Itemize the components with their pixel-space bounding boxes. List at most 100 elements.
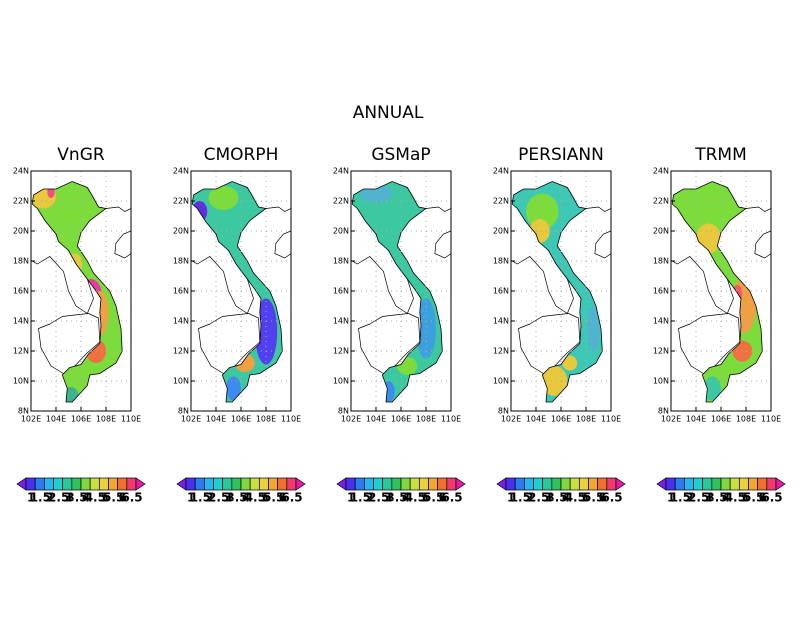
map-frame: [670, 170, 772, 412]
cambodia: [678, 313, 741, 374]
map-frame: [510, 170, 612, 412]
colorbar-box: [523, 477, 534, 491]
colorbar-label: 2: [365, 491, 373, 505]
y-tick-label: 12N: [333, 347, 349, 356]
precip-base: [32, 181, 123, 402]
colorbar-label: 1: [187, 491, 195, 505]
colorbar-arrow: [496, 477, 507, 491]
x-tick-label: 110E: [601, 415, 621, 424]
panel-title: CMORPH: [204, 145, 279, 165]
colorbar-box: [203, 477, 214, 491]
cambodia: [198, 313, 261, 374]
colorbar-label: 6: [279, 491, 287, 505]
precip-patch: [359, 184, 393, 203]
map-frame: [30, 170, 132, 412]
colorbar-label: 5: [580, 491, 588, 505]
precip-field: [672, 181, 763, 402]
map-content: [671, 181, 771, 403]
colorbar-box: [43, 477, 54, 491]
colorbar-arrow: [455, 477, 466, 491]
colorbar-label: 5.5: [743, 491, 764, 505]
y-tick-label: 14N: [173, 317, 189, 326]
colorbar-arrow: [336, 477, 347, 491]
colorbar-box: [551, 477, 562, 491]
colorbar-box: [711, 477, 722, 491]
colorbar-label: 3: [224, 491, 232, 505]
y-tick-label: 22N: [173, 197, 189, 206]
colorbar-label: 6.5: [121, 491, 142, 505]
colorbar-label: 6.5: [761, 491, 782, 505]
vietnam-outline: [671, 181, 763, 403]
colorbar-box: [418, 477, 429, 491]
colorbar-box: [108, 477, 119, 491]
colorbar-label: 4: [242, 491, 250, 505]
colorbar-box: [354, 477, 365, 491]
colorbar-label: 3.5: [66, 491, 87, 505]
china-border: [105, 206, 131, 212]
colorbar-label: 4.5: [245, 491, 266, 505]
colorbar-box: [578, 477, 589, 491]
y-tick-label: 8N: [338, 407, 349, 416]
x-tick-label: 110E: [761, 415, 781, 424]
colorbar-box: [400, 477, 411, 491]
precip-patch: [542, 366, 568, 396]
y-tick-label: 22N: [13, 197, 29, 206]
y-tick-label: 8N: [498, 407, 509, 416]
map-frame: [190, 170, 292, 412]
colorbar-label: 5: [260, 491, 268, 505]
colorbar-box: [71, 477, 82, 491]
colorbar-label: 3.5: [386, 491, 407, 505]
colorbar-box: [665, 477, 676, 491]
colorbar-arrow: [176, 477, 187, 491]
x-tick-label: 106E: [391, 415, 411, 424]
y-tick-label: 20N: [493, 227, 509, 236]
x-tick-label: 104E: [686, 415, 706, 424]
colorbar-box: [34, 477, 45, 491]
figure-title: ANNUAL: [353, 103, 424, 123]
colorbar-box: [382, 477, 393, 491]
y-tick-label: 20N: [653, 227, 669, 236]
colorbar-label: 6.5: [281, 491, 302, 505]
colorbar-box: [117, 477, 128, 491]
colorbar-label: 5: [100, 491, 108, 505]
y-tick-label: 14N: [13, 317, 29, 326]
colorbar-box: [437, 477, 448, 491]
map-panel: PERSIANN 102E 104E 106E 108E 110E 8N 10N 12N 14N 1…: [493, 145, 626, 505]
y-tick-label: 18N: [493, 257, 509, 266]
precip-patch: [587, 306, 600, 351]
colorbar-box: [693, 477, 704, 491]
colorbar-label: 4.5: [565, 491, 586, 505]
precip-patch: [562, 355, 578, 371]
colorbar-box: [683, 477, 694, 491]
colorbar-box: [560, 477, 571, 491]
colorbar-box: [391, 477, 402, 491]
x-tick-label: 102E: [341, 415, 361, 424]
colorbar-label: 1.5: [190, 491, 211, 505]
y-tick-label: 16N: [653, 287, 669, 296]
colorbar-label: 5: [740, 491, 748, 505]
colorbar-arrow: [295, 477, 306, 491]
x-tick-label: 104E: [526, 415, 546, 424]
colorbar-box: [80, 477, 91, 491]
colorbar-box: [258, 477, 269, 491]
colorbar-box: [222, 477, 233, 491]
colorbar-box: [729, 477, 740, 491]
y-tick-label: 16N: [13, 287, 29, 296]
colorbar-box: [286, 477, 297, 491]
vietnam-outline: [191, 181, 283, 403]
colorbar-label: 2.5: [208, 491, 229, 505]
x-tick-label: 106E: [711, 415, 731, 424]
colorbar-arrow: [656, 477, 667, 491]
y-tick-label: 12N: [173, 347, 189, 356]
hainan: [114, 230, 131, 259]
y-tick-label: 10N: [173, 377, 189, 386]
colorbar-label: 1.5: [670, 491, 691, 505]
colorbar-box: [702, 477, 713, 491]
map-panel: GSMaP 102E 104E 106E 108E 110E 8N 10N 12N 14N 16N 1…: [333, 145, 466, 505]
colorbar-box: [249, 477, 260, 491]
colorbar-box: [597, 477, 608, 491]
colorbar-label: 3.5: [546, 491, 567, 505]
colorbar-label: 3: [384, 491, 392, 505]
y-tick-label: 20N: [173, 227, 189, 236]
precip-base: [352, 181, 443, 402]
